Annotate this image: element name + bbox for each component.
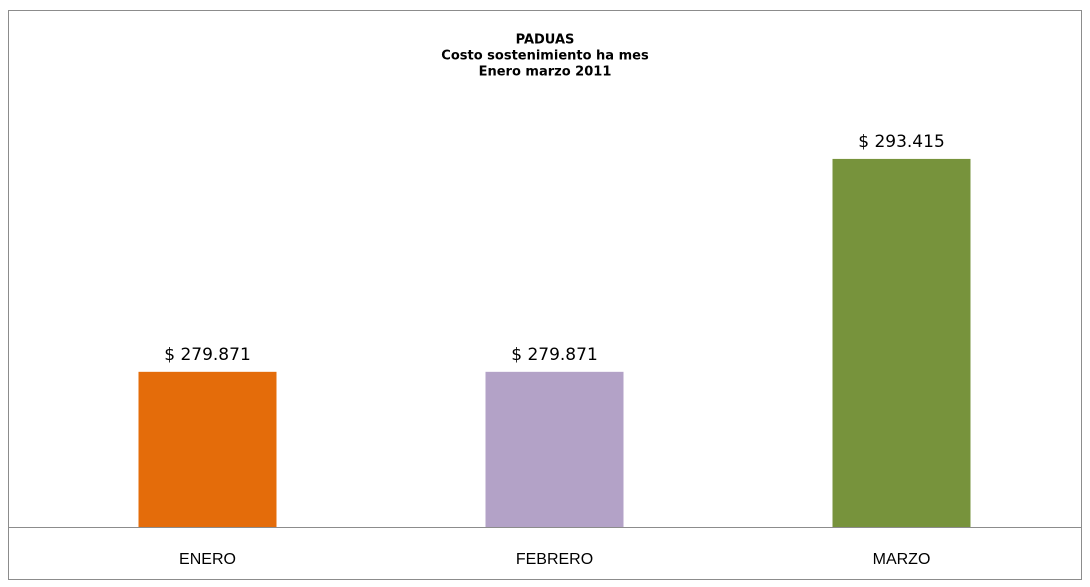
chart-title: Enero marzo 2011 xyxy=(479,65,612,80)
bar xyxy=(832,158,971,527)
bar xyxy=(138,371,277,527)
bar xyxy=(485,371,624,527)
x-tick-label: FEBRERO xyxy=(516,551,593,568)
x-tick-label: MARZO xyxy=(873,551,931,568)
data-label: $ 293.415 xyxy=(858,132,945,152)
chart-title: Costo sostenimiento ha mes xyxy=(441,49,649,64)
data-label: $ 279.871 xyxy=(511,345,598,365)
chart-title: PADUAS xyxy=(516,33,575,48)
data-label: $ 279.871 xyxy=(164,345,251,365)
x-tick-label: ENERO xyxy=(179,551,236,568)
